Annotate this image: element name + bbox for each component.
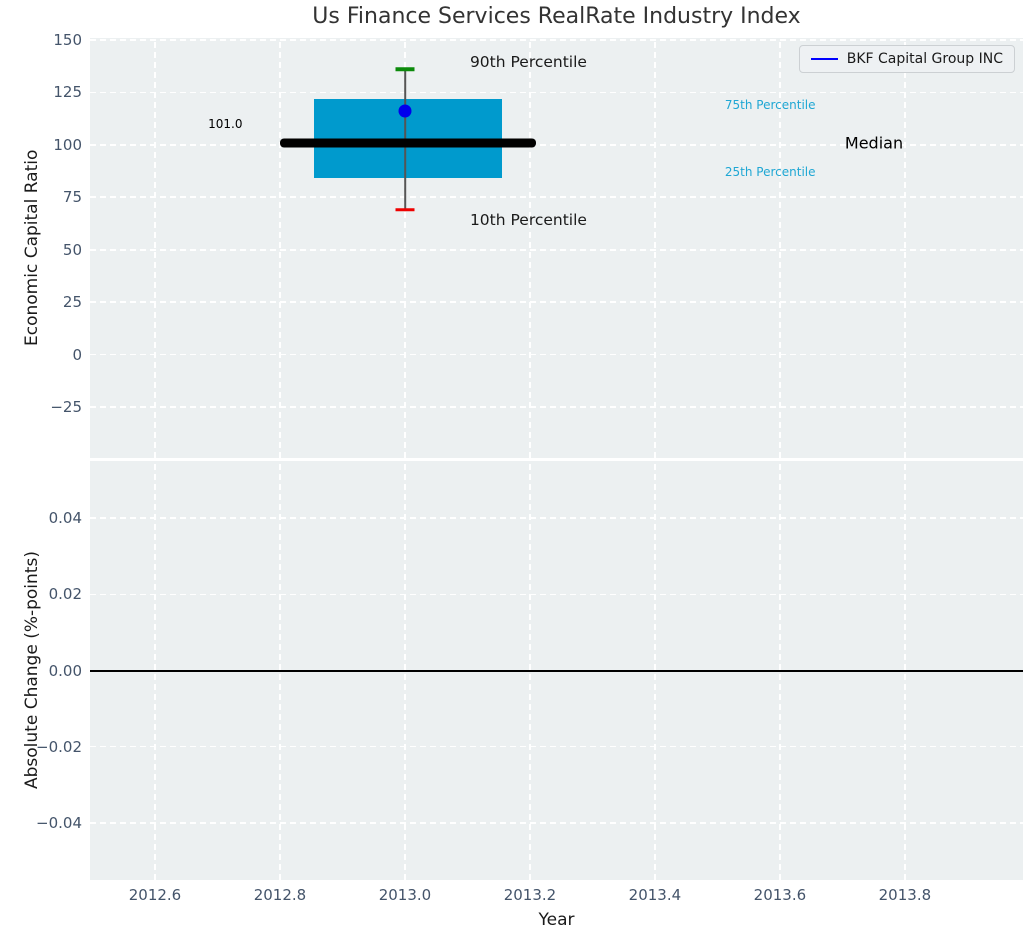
y-gridline (90, 593, 1023, 596)
y-tick-label: 75 (62, 188, 82, 207)
y-axis-label-top: Economic Capital Ratio (22, 149, 42, 347)
y-gridline (90, 144, 1023, 146)
y-tick-label: 150 (53, 30, 82, 49)
legend: BKF Capital Group INC (798, 45, 1015, 73)
x-tick-label: 2013.8 (878, 886, 932, 904)
zero-line (90, 669, 1023, 672)
y-tick-label: 125 (53, 83, 82, 102)
y-tick-label: 0.02 (48, 585, 82, 604)
x-gridline (154, 38, 156, 458)
y-tick-label: −0.04 (36, 813, 82, 832)
p25-label: 25th Percentile (724, 165, 816, 180)
bottom-plot-area (90, 461, 1023, 880)
whisker-cap-10th (395, 208, 415, 212)
y-gridline (90, 301, 1023, 303)
y-tick-label: 50 (62, 240, 82, 259)
x-tick-label: 2012.8 (253, 886, 307, 904)
median-line (279, 138, 537, 148)
chart-title: Us Finance Services RealRate Industry In… (312, 4, 801, 29)
y-gridline (90, 822, 1023, 824)
y-gridline (90, 745, 1023, 748)
y-gridline (90, 406, 1023, 408)
x-gridline (779, 38, 781, 458)
x-tick-label: 2013.6 (753, 886, 807, 904)
x-axis-label: Year (538, 910, 575, 930)
x-gridline (279, 38, 281, 458)
x-gridline (654, 38, 656, 458)
whisker-cap-90th (395, 67, 415, 72)
y-tick-label: −25 (50, 398, 82, 417)
x-gridline (904, 38, 906, 458)
p75-label: 75th Percentile (724, 98, 816, 112)
x-tick-label: 2013.2 (503, 886, 557, 904)
median-label: Median (844, 133, 904, 153)
y-gridline (90, 196, 1023, 199)
x-tick-label: 2013.0 (378, 886, 432, 904)
y-gridline (90, 39, 1023, 41)
company-marker (398, 104, 412, 118)
y-gridline (90, 517, 1023, 519)
top-plot-area: BKF Capital Group INC 90th Percentile 10t… (90, 38, 1023, 458)
y-tick-label: 0.04 (48, 509, 82, 528)
x-tick-label: 2012.6 (128, 886, 182, 904)
legend-label: BKF Capital Group INC (846, 51, 1003, 67)
x-gridline (404, 38, 406, 458)
y-gridline (90, 248, 1023, 251)
x-gridline (529, 38, 531, 458)
y-tick-label: 25 (62, 293, 82, 312)
y-tick-label: 0.00 (48, 661, 82, 680)
p10-label: 10th Percentile (469, 211, 587, 230)
y-tick-label: 100 (53, 135, 82, 154)
legend-line-swatch (810, 57, 838, 61)
y-gridline (90, 353, 1023, 356)
y-tick-label: 0 (72, 345, 82, 364)
y-tick-label: −0.02 (36, 737, 82, 756)
p90-label: 90th Percentile (469, 53, 587, 71)
x-tick-label: 2013.4 (628, 886, 682, 904)
y-gridline (90, 91, 1023, 94)
median-value-label: 101.0 (208, 116, 243, 131)
